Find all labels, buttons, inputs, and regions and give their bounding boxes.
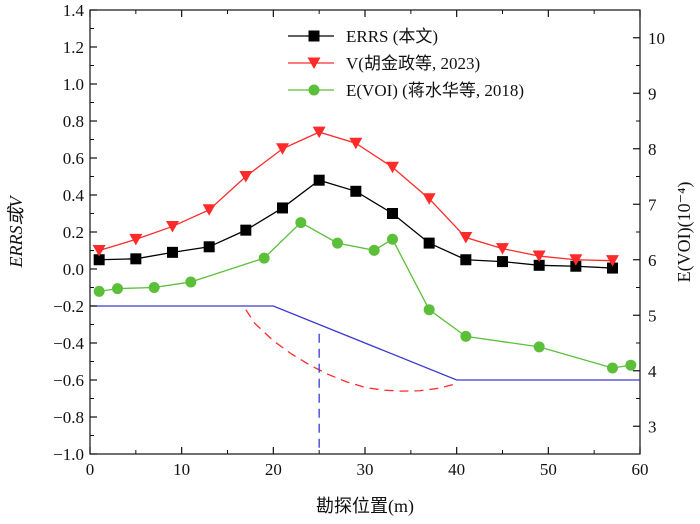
data-point-2	[607, 362, 618, 374]
data-point-1	[532, 250, 546, 263]
legend-label: ERRS (本文)	[346, 27, 438, 46]
data-point-1	[239, 171, 253, 183]
data-point-1	[202, 204, 216, 216]
data-point-0	[167, 246, 178, 258]
y-tick-label: 1.4	[63, 1, 85, 20]
y-tick-label: −1.0	[53, 445, 84, 464]
data-point-0	[497, 256, 508, 268]
y-tick-label: 0.6	[63, 149, 84, 168]
data-point-0	[607, 262, 618, 274]
y2-axis-title: E(VOI)(10⁻⁴)	[674, 182, 695, 283]
y2-tick-label: 3	[648, 417, 657, 436]
data-point-0	[387, 208, 398, 219]
y-tick-label: 0.4	[63, 186, 85, 205]
y-axis-title: ERRS或V	[6, 195, 26, 269]
y2-tick-label: 4	[648, 362, 657, 381]
tick-layer: 0 10 20 30 40 50 60 1.4 1.2 1.0 0.8 0.6 0.4 0.2 0.0 −0.…	[53, 1, 665, 479]
data-point-0	[570, 260, 582, 272]
data-point-2	[625, 359, 637, 371]
y2-tick-label: 8	[648, 140, 657, 159]
y2-tick-label: 9	[648, 84, 657, 103]
legend-label: V(胡金政等, 2023)	[346, 54, 480, 73]
data-point-0	[350, 185, 362, 197]
x-tick-label: 20	[265, 460, 282, 479]
data-point-1	[276, 143, 289, 155]
x-tick-label: 60	[632, 460, 649, 479]
data-point-0	[533, 259, 545, 271]
data-point-1	[422, 193, 436, 205]
data-point-2	[332, 237, 343, 249]
data-point-1	[129, 233, 143, 246]
x-axis-title: 勘探位置(m)	[316, 496, 414, 517]
data-point-0	[423, 237, 435, 249]
y-tick-label: 0.8	[63, 112, 84, 131]
data-point-2	[368, 244, 380, 256]
x-tick-label: 40	[448, 460, 465, 479]
data-point-1	[459, 232, 473, 244]
data-point-2	[460, 330, 472, 342]
data-point-1	[496, 243, 509, 255]
data-point-2	[112, 283, 123, 295]
data-point-2	[295, 217, 307, 229]
data-point-1	[166, 220, 179, 233]
x-tick-label: 50	[540, 460, 557, 479]
x-tick-label: 30	[357, 460, 374, 479]
data-point-1	[92, 245, 106, 257]
data-point-0	[130, 253, 142, 265]
y-tick-label: 0.0	[63, 260, 84, 279]
y-tick-label: 1.0	[63, 75, 84, 94]
y-tick-label: −0.8	[53, 408, 84, 427]
overlay-layer	[90, 305, 640, 454]
y-tick-label: −0.6	[53, 371, 84, 390]
data-point-2	[387, 233, 398, 245]
data-point-2	[423, 304, 435, 316]
y-tick-label: −0.2	[53, 297, 84, 316]
y2-tick-label: 5	[648, 306, 657, 325]
y2-tick-label: 6	[648, 251, 657, 270]
y2-tick-label: 7	[648, 195, 657, 214]
legend-marker	[308, 30, 320, 42]
data-point-0	[93, 254, 105, 266]
y2-tick-label: 10	[648, 29, 665, 48]
series-layer	[92, 126, 637, 374]
data-point-0	[460, 254, 472, 266]
y-tick-label: 1.2	[63, 38, 84, 57]
data-point-2	[185, 276, 197, 288]
legend-marker	[308, 84, 320, 96]
series-line-2	[99, 221, 631, 369]
x-tick-label: 10	[173, 460, 190, 479]
overlay-line	[90, 305, 640, 381]
data-point-0	[203, 241, 215, 253]
data-point-1	[386, 161, 399, 174]
data-point-2	[148, 282, 160, 293]
data-point-0	[277, 202, 288, 214]
data-point-2	[93, 285, 105, 297]
data-point-1	[312, 126, 326, 139]
legend-label: E(VOI) (蒋水华等, 2018)	[346, 81, 524, 100]
data-point-1	[606, 255, 619, 267]
x-tick-label: 0	[86, 460, 95, 479]
legend: ERRS (本文) V(胡金政等, 2023) E(VOI) (蒋水华等, 2018…	[288, 27, 524, 100]
data-point-0	[240, 224, 252, 236]
data-point-2	[533, 341, 545, 353]
legend-marker	[307, 57, 321, 69]
data-point-2	[258, 252, 270, 264]
y-tick-label: 0.2	[63, 223, 84, 242]
data-point-1	[569, 254, 583, 266]
data-point-0	[313, 174, 325, 186]
overlay-line	[245, 309, 457, 392]
data-point-1	[349, 137, 363, 150]
y-tick-label: −0.4	[53, 334, 84, 353]
